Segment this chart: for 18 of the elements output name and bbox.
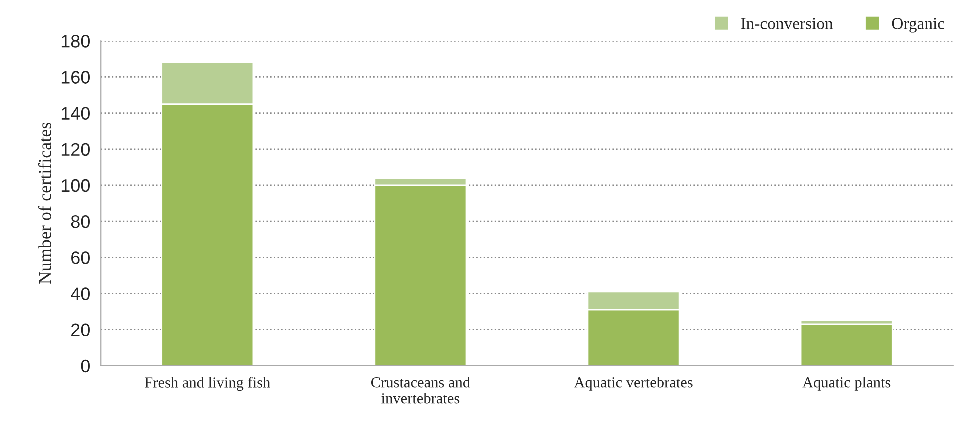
y-tick-label: 100 (62, 179, 90, 192)
y-tick-label: 40 (71, 288, 90, 300)
y-axis-title: Number of certificates (38, 122, 52, 284)
bar (800, 324, 894, 366)
x-tick-label: Aquatic plants (802, 376, 891, 391)
y-tick-label: 60 (72, 252, 90, 264)
x-tick-label: Aquatic vertebrates (574, 376, 693, 391)
x-tick-label: Crustaceans and invertebrates (371, 376, 470, 404)
legend-label: In-conversion (741, 18, 834, 30)
legend-label: Organic (892, 18, 945, 33)
y-tick-label: 140 (62, 107, 90, 120)
y-tick-label: 20 (72, 324, 90, 337)
y-tick-label: 0 (81, 360, 90, 373)
y-tick-label: 160 (62, 71, 90, 84)
y-tick-label: 80 (71, 215, 90, 228)
y-tick-label: 120 (62, 143, 90, 156)
y-tick-label: 180 (62, 35, 90, 48)
x-tick-label: Fresh and living fish (145, 376, 270, 392)
